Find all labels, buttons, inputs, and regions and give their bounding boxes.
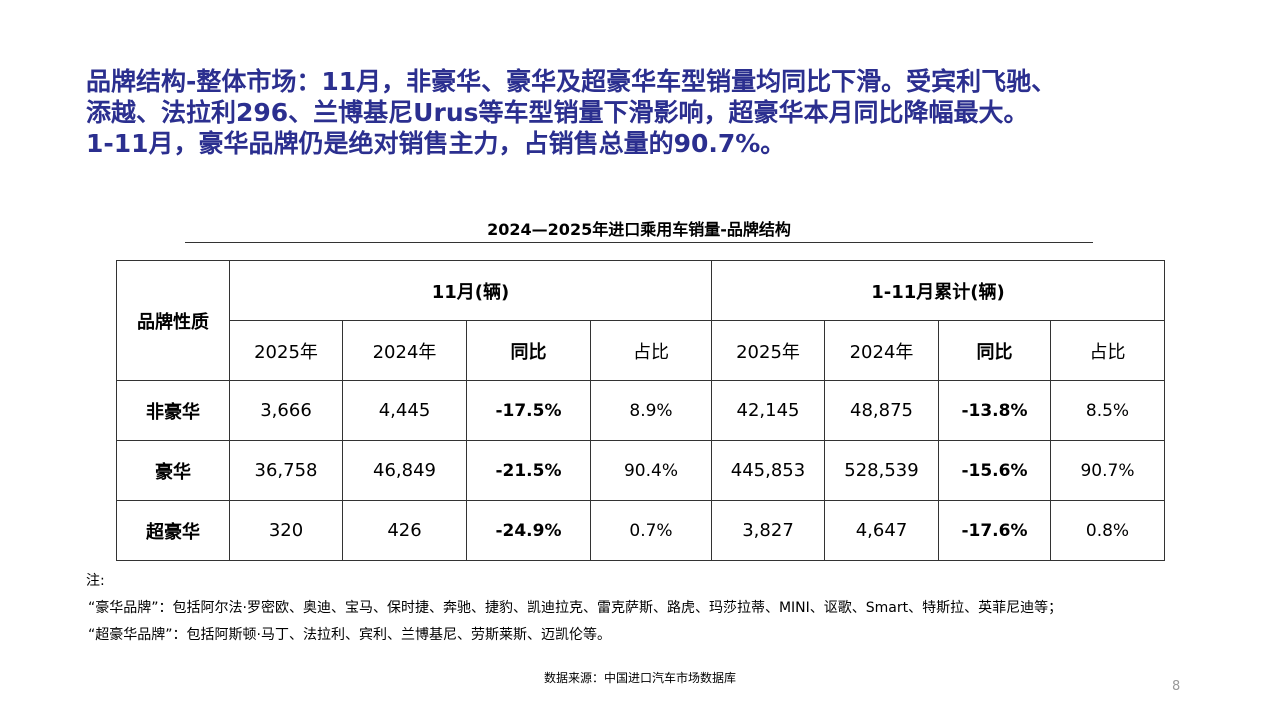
page-number: 8 [1172,679,1181,694]
note-line: “豪华品牌”：包括阿尔法·罗密欧、奥迪、宝马、保时捷、奔驰、捷豹、凯迪拉克、雷克… [88,600,1063,616]
cell: 426 [342,500,467,561]
subheader: 同比 [466,320,591,381]
data-source: 数据来源：中国进口汽车市场数据库 [543,671,736,685]
headline-line: 品牌结构-整体市场：11月，非豪华、豪华及超豪华车型销量均同比下滑。受宾利飞驰、 [86,67,1057,96]
subheader: 同比 [938,320,1051,381]
cell: 3,827 [711,500,825,561]
cell: 320 [229,500,343,561]
cell: 445,853 [711,440,825,501]
cell: 3,666 [229,380,343,441]
cell: 528,539 [824,440,939,501]
cell: 90.4% [590,440,712,501]
cell: 4,445 [342,380,467,441]
cell: -21.5% [466,440,591,501]
notes-title: 注: [86,573,105,589]
cell: 8.9% [590,380,712,441]
cell: 46,849 [342,440,467,501]
subheader: 2025年 [711,320,825,381]
cell: 8.5% [1050,380,1165,441]
table-row: 非豪华 3,666 4,445 -17.5% 8.9% 42,145 48,87… [116,380,1165,441]
cell: -24.9% [466,500,591,561]
group-header: 11月(辆) [229,260,712,321]
cell: 42,145 [711,380,825,441]
cell: -13.8% [938,380,1051,441]
table-row: 超豪华 320 426 -24.9% 0.7% 3,827 4,647 -17.… [116,500,1165,561]
row-label: 超豪华 [116,500,230,561]
cell: 0.8% [1050,500,1165,561]
cell: -15.6% [938,440,1051,501]
brand-structure-table: 品牌性质 11月(辆) 1-11月累计(辆) 2025年 2024年 同比 占比… [116,260,1165,561]
row-label: 非豪华 [116,380,230,441]
cell: 48,875 [824,380,939,441]
title-divider [185,242,1093,243]
cell: -17.5% [466,380,591,441]
cell: 0.7% [590,500,712,561]
subheader: 占比 [590,320,712,381]
group-header: 1-11月累计(辆) [711,260,1165,321]
headline-line: 1-11月，豪华品牌仍是绝对销售主力，占销售总量的90.7%。 [86,129,786,158]
table-title: 2024—2025年进口乘用车销量-品牌结构 [487,220,791,239]
cell: 4,647 [824,500,939,561]
cell: 36,758 [229,440,343,501]
subheader: 2024年 [824,320,939,381]
note-line: “超豪华品牌”：包括阿斯顿·马丁、法拉利、宾利、兰博基尼、劳斯莱斯、迈凯伦等。 [88,627,611,643]
notes: 注: “豪华品牌”：包括阿尔法·罗密欧、奥迪、宝马、保时捷、奔驰、捷豹、凯迪拉克… [86,568,1062,649]
subheader: 2025年 [229,320,343,381]
subheader: 2024年 [342,320,467,381]
subheader: 占比 [1050,320,1165,381]
table-row: 豪华 36,758 46,849 -21.5% 90.4% 445,853 52… [116,440,1165,501]
headline-line: 添越、法拉利296、兰博基尼Urus等车型销量下滑影响，超豪华本月同比降幅最大。 [86,98,1029,127]
cell: 90.7% [1050,440,1165,501]
cell: -17.6% [938,500,1051,561]
row-label: 豪华 [116,440,230,501]
headline: 品牌结构-整体市场：11月，非豪华、豪华及超豪华车型销量均同比下滑。受宾利飞驰、… [86,66,1236,159]
corner-header: 品牌性质 [116,260,230,381]
